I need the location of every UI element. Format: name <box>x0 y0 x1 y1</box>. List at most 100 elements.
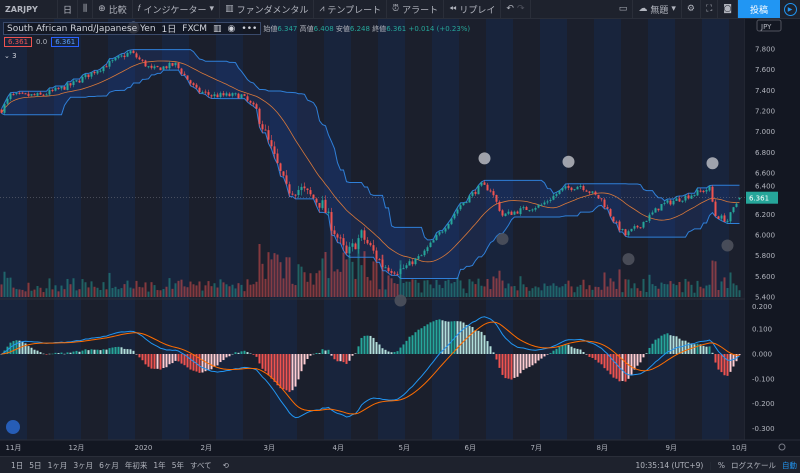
macd-histogram-bar <box>276 354 279 386</box>
range-6m[interactable]: 6ヶ月 <box>99 460 119 470</box>
volume-bar <box>108 272 111 297</box>
collapsed-count: 3 <box>12 52 17 60</box>
macd-histogram-bar <box>312 353 315 355</box>
candle-body <box>210 95 213 97</box>
candle-body <box>726 220 729 222</box>
range-5d[interactable]: 5日 <box>29 460 42 470</box>
candle <box>336 232 339 243</box>
snapshot-button[interactable]: ◙ <box>718 0 738 18</box>
candle-body <box>117 56 120 58</box>
macd-histogram-bar <box>642 354 645 358</box>
volume-bar <box>411 279 414 297</box>
volume-bar <box>678 282 681 297</box>
candle-body <box>603 199 606 208</box>
volume-bar <box>126 280 129 297</box>
candle <box>522 205 525 211</box>
eye-icon[interactable]: ◉ <box>227 23 236 34</box>
indicator-legend[interactable]: 6.361 0.0 6.361 <box>4 37 80 47</box>
macd-histogram-bar <box>144 354 147 365</box>
volume-bar <box>39 287 42 297</box>
templates-button[interactable]: ⩘ テンプレート <box>314 0 388 18</box>
candle-body <box>264 129 267 131</box>
candle-body <box>645 220 648 222</box>
volume-bar <box>573 292 576 297</box>
symbol-legend[interactable]: South African Rand/Japanese Yen 1日 FXCM … <box>3 22 262 35</box>
symbol-search[interactable]: ZARJPY <box>0 0 58 18</box>
fundamentals-button[interactable]: ▥ ファンダメンタル <box>220 0 315 18</box>
macd-histogram-bar <box>639 354 642 363</box>
candle <box>582 184 585 192</box>
range-ytd[interactable]: 年初来 <box>124 460 148 470</box>
collapse-indicators-button[interactable]: ⌄ 3 <box>4 52 17 60</box>
macd-histogram-bar <box>288 354 291 392</box>
candle-body <box>495 195 498 202</box>
layout-name-button[interactable]: ☁︎ 無題 ▾ <box>633 0 682 18</box>
candle-body <box>696 190 699 196</box>
candle-body <box>339 237 342 239</box>
percent-toggle[interactable]: % <box>717 460 725 470</box>
range-1m[interactable]: 1ヶ月 <box>47 460 68 470</box>
macd-histogram-bar <box>615 354 618 379</box>
compare-button[interactable]: ⊕ 比較 <box>93 0 133 18</box>
candle-body <box>159 67 162 71</box>
replay-button[interactable]: ⏪︎ リプレイ <box>444 0 502 18</box>
time-tick-label: 9月 <box>666 444 677 452</box>
candle <box>363 227 366 244</box>
macd-histogram-bar <box>270 354 273 379</box>
macd-histogram-bar <box>381 348 384 354</box>
macd-histogram-bar <box>15 340 18 354</box>
chart-type-button[interactable]: ⫼ <box>78 0 94 18</box>
play-button[interactable]: ▶ <box>780 0 800 18</box>
range-1y[interactable]: 1年 <box>153 460 166 470</box>
candle-body <box>417 256 420 259</box>
macd-histogram-bar <box>687 342 690 354</box>
candle-body <box>678 198 681 202</box>
post-button[interactable]: 投稿 <box>737 0 780 18</box>
macd-histogram-bar <box>561 345 564 354</box>
auto-scale-toggle[interactable]: 自動 <box>782 460 797 470</box>
interval-button[interactable]: 日 <box>58 0 79 18</box>
macd-histogram-bar <box>69 352 72 354</box>
candle <box>315 197 318 207</box>
alert-button[interactable]: ⏰︎ アラート <box>387 0 445 18</box>
log-scale-toggle[interactable]: ログスケール <box>731 460 776 470</box>
candle <box>651 210 654 216</box>
range-5y[interactable]: 5年 <box>171 460 184 470</box>
fullscreen-button[interactable]: ⛶ <box>701 0 719 18</box>
undo-button[interactable]: ↶ ↷ <box>501 0 531 18</box>
candle <box>609 208 612 218</box>
redo-icon[interactable]: ↷ <box>516 4 525 14</box>
volume-bar <box>513 285 516 297</box>
candle-body <box>498 201 501 211</box>
volume-bar <box>114 286 117 297</box>
candle-body <box>570 187 573 191</box>
goto-date-icon[interactable]: ⟲ <box>222 460 229 470</box>
background-stripe <box>297 19 324 440</box>
candle <box>54 86 57 92</box>
chart-canvas[interactable]: 7.800 7.600 7.400 7.200 7.000 6.800 6.600 6.400… <box>0 19 800 456</box>
macd-histogram-bar <box>93 349 96 354</box>
volume-bar <box>156 290 159 297</box>
range-3m[interactable]: 3ヶ月 <box>73 460 94 470</box>
volume-bar <box>342 252 345 297</box>
range-all[interactable]: すべて <box>189 460 212 470</box>
volume-bar <box>102 282 105 297</box>
range-1d[interactable]: 1日 <box>11 460 24 470</box>
volume-bar <box>48 278 51 297</box>
settings-button[interactable]: ⚙︎ <box>682 0 701 18</box>
candle-body <box>432 240 435 243</box>
macd-histogram-bar <box>606 354 609 371</box>
macd-histogram-bar <box>117 346 120 354</box>
macd-histogram-bar <box>402 344 405 354</box>
volume-bar <box>600 289 603 297</box>
volume-bar <box>201 290 204 297</box>
layout-button[interactable]: ▭ <box>614 0 634 18</box>
macd-histogram-bar <box>696 343 699 354</box>
more-icon[interactable]: ••• <box>241 23 258 34</box>
indicators-button[interactable]: 𝑓 インジケーター ▾ <box>133 0 221 18</box>
flag-icon[interactable]: ▥ <box>213 23 222 34</box>
candle-body <box>96 71 99 74</box>
macd-histogram-bar <box>318 353 321 354</box>
candle-body <box>258 108 261 124</box>
candle <box>117 55 120 60</box>
